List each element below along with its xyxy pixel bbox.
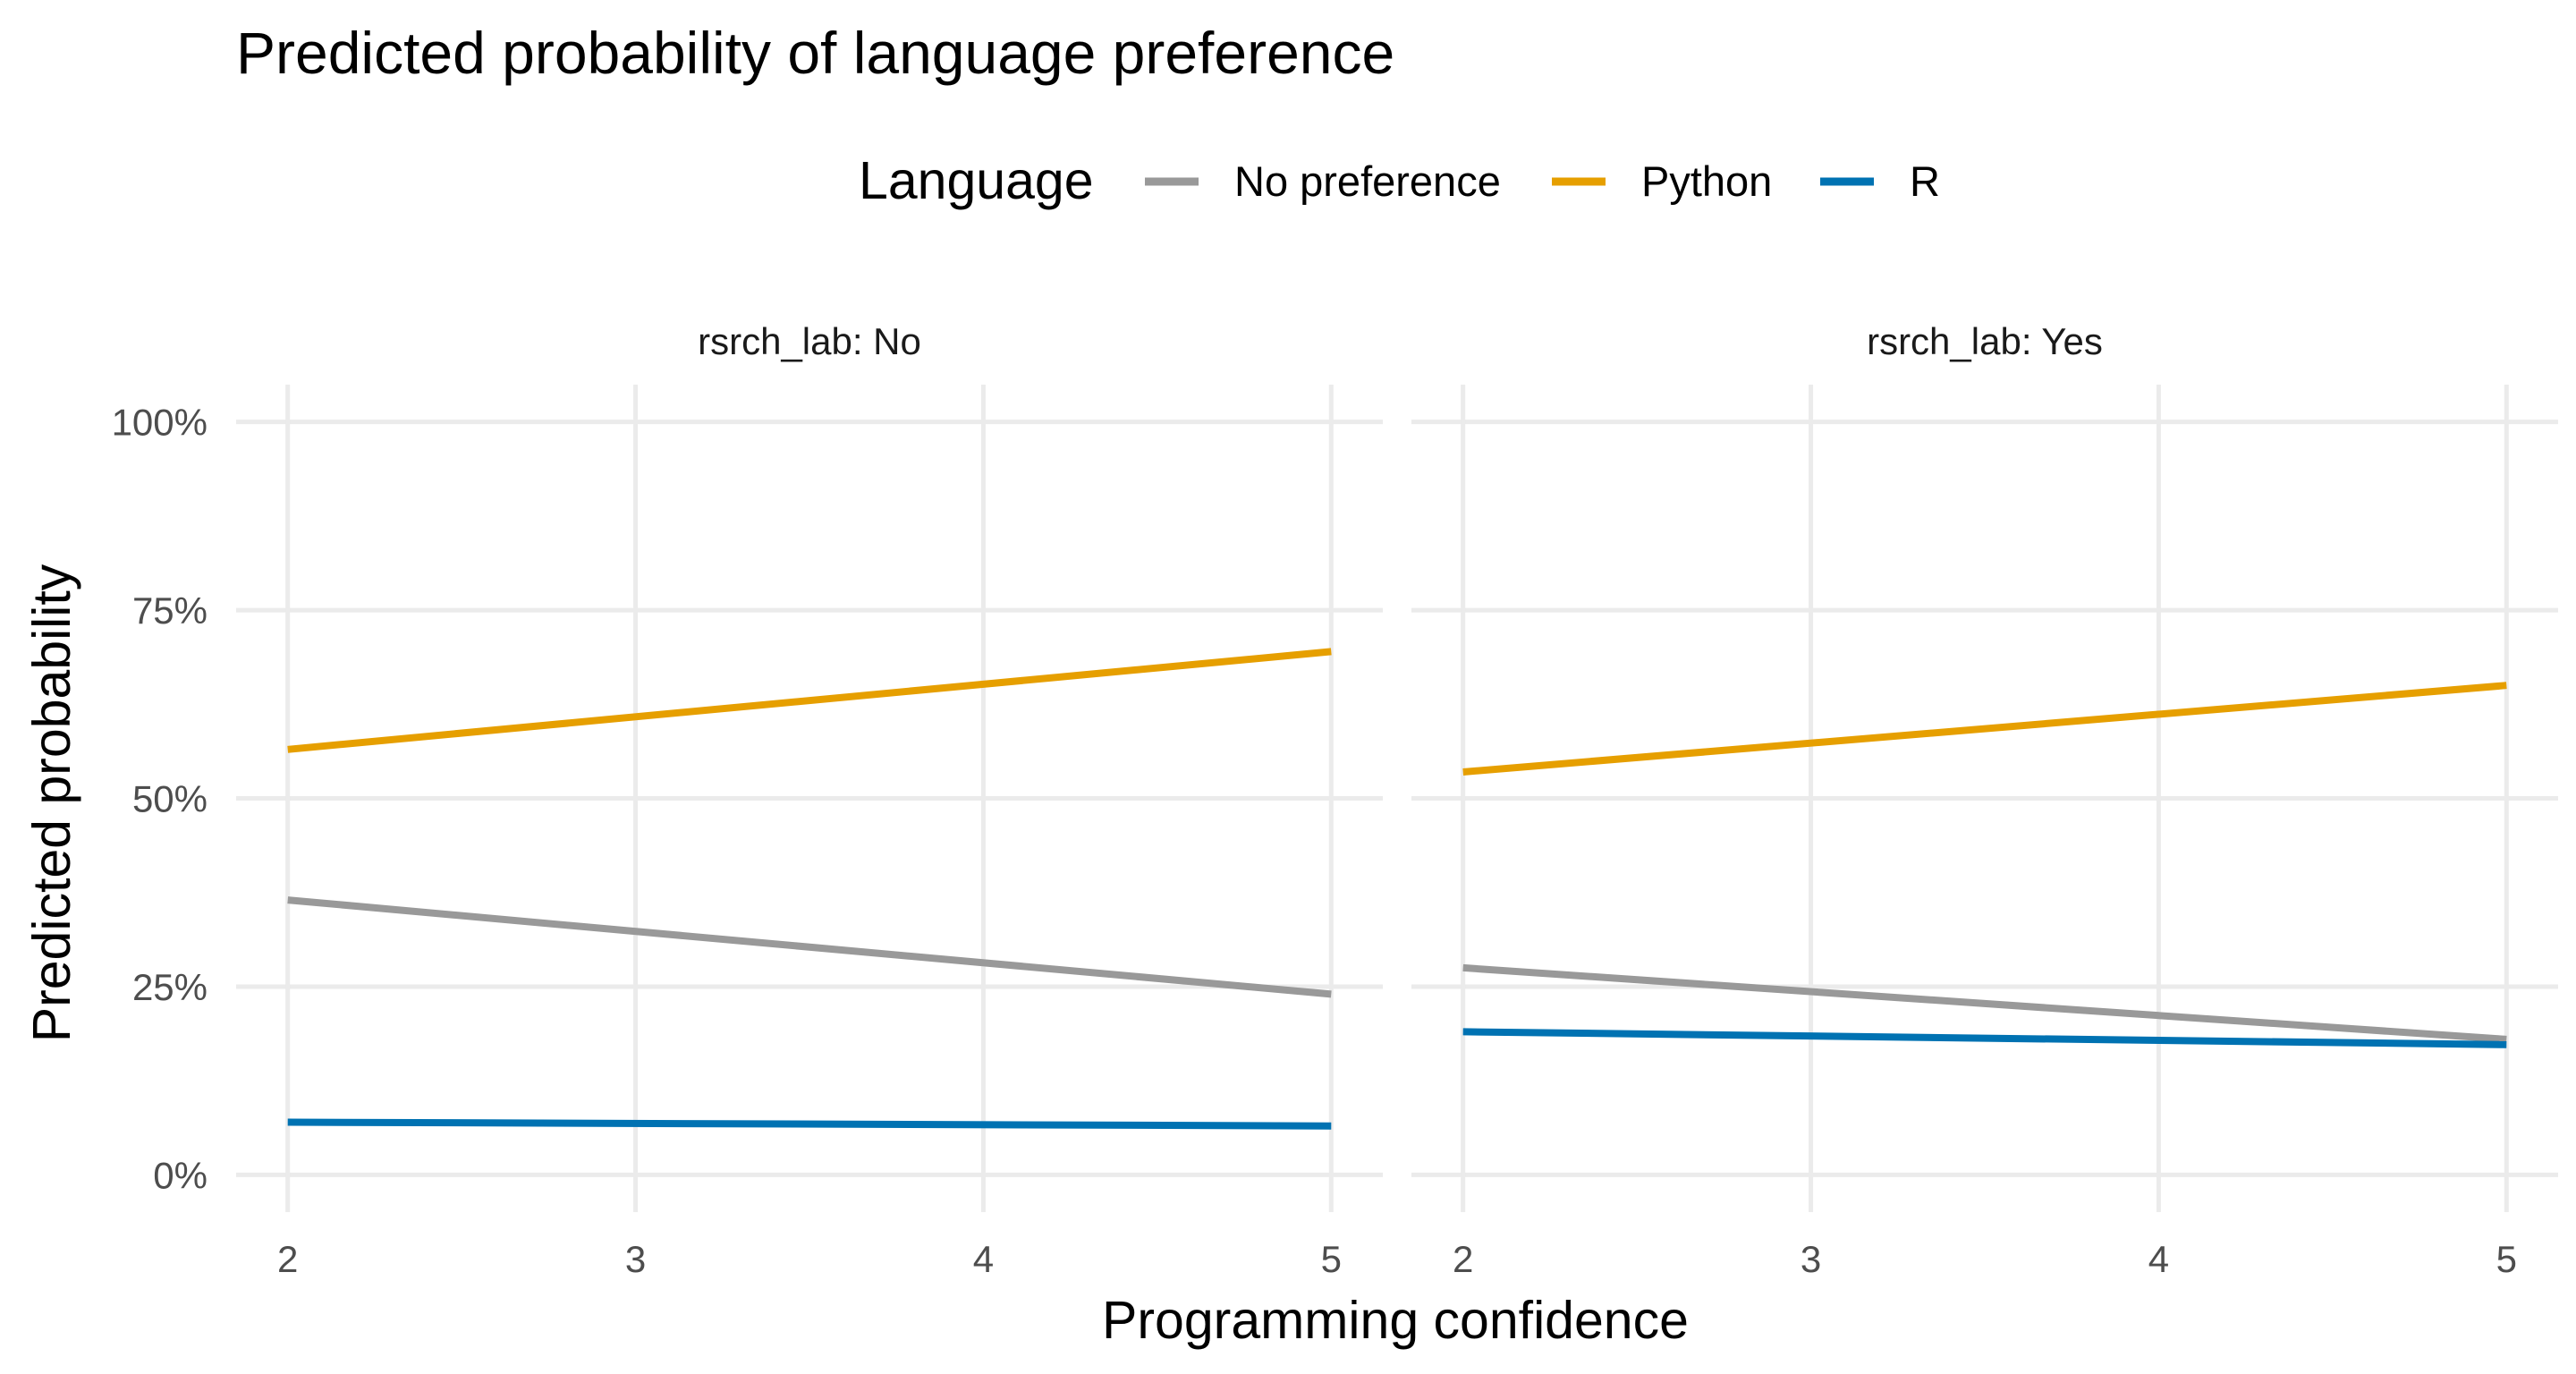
y-tick-label: 50% [132, 778, 208, 820]
legend-label-no-preference: No preference [1234, 157, 1501, 205]
y-tick-label: 25% [132, 966, 208, 1008]
chart-title: Predicted probability of language prefer… [236, 20, 1394, 86]
series-line-no-preference [1462, 963, 2507, 1043]
series-line-python [1462, 682, 2507, 776]
series-line-no-preference [287, 896, 1332, 998]
x-tick-label: 2 [277, 1238, 298, 1280]
y-tick-label: 100% [112, 402, 208, 444]
panel-2: rsrch_lab: Yes 2 3 4 5 [1411, 320, 2558, 1280]
x-tick-label: 4 [2148, 1238, 2169, 1280]
legend-label-r: R [1910, 157, 1940, 205]
panel-strip-label: rsrch_lab: No [698, 320, 921, 362]
panel-1: rsrch_lab: No 0% 25% 50% 75% 100% 2 3 4 5 [112, 320, 1383, 1280]
y-tick-label: 75% [132, 589, 208, 632]
x-axis-title: Programming confidence [1102, 1291, 1689, 1350]
plot-panels: rsrch_lab: No0%25%50%75%100%2 3 4 5rsrch_la… [112, 320, 2558, 1280]
series-line-r [287, 1118, 1332, 1130]
x-tick-label: 5 [2496, 1238, 2517, 1280]
x-tick-label: 4 [973, 1238, 994, 1280]
y-axis-title: Predicted probability [22, 564, 81, 1042]
legend-title: Language [859, 151, 1094, 210]
legend: Language No preference Python R [859, 151, 1940, 210]
x-tick-label: 2 [1453, 1238, 1473, 1280]
y-tick-label: 0% [153, 1154, 208, 1196]
series-line-python [287, 648, 1332, 753]
panel-strip-label: rsrch_lab: Yes [1867, 320, 2103, 362]
x-tick-label: 3 [625, 1238, 646, 1280]
x-tick-label: 3 [1801, 1238, 1821, 1280]
series-line-r [1462, 1028, 2507, 1048]
legend-label-python: Python [1641, 157, 1772, 205]
x-tick-label: 5 [1321, 1238, 1342, 1280]
